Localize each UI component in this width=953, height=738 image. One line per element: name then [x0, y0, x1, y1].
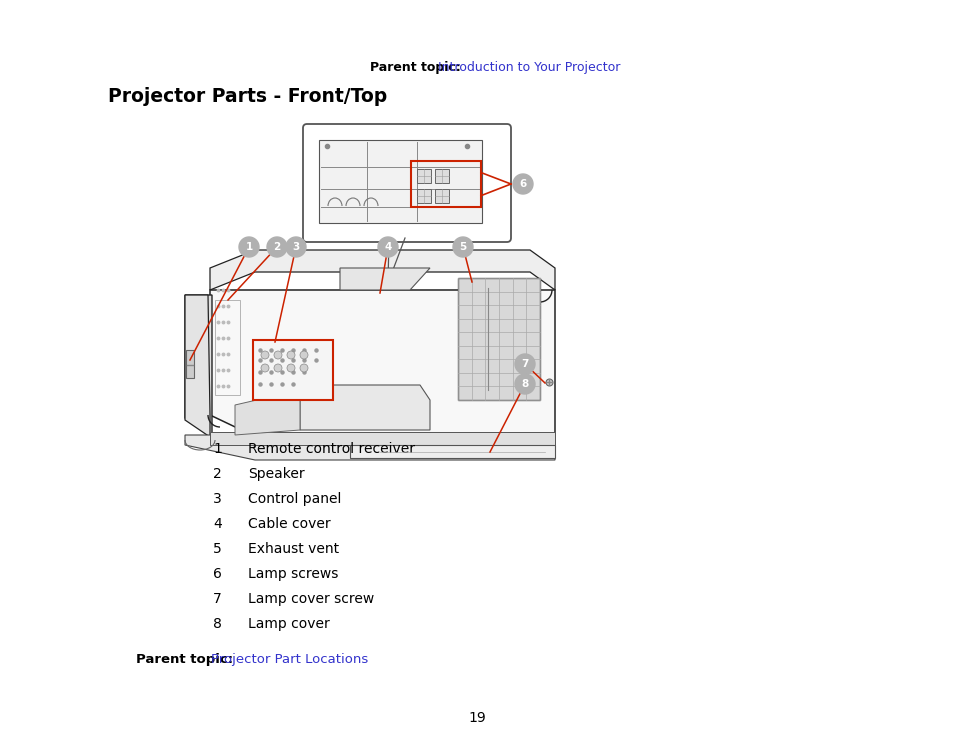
- Polygon shape: [234, 390, 299, 435]
- Text: 3: 3: [292, 242, 299, 252]
- FancyBboxPatch shape: [303, 124, 511, 242]
- Text: Exhaust vent: Exhaust vent: [248, 542, 338, 556]
- Circle shape: [274, 351, 282, 359]
- Text: 1: 1: [245, 242, 253, 252]
- Text: 3: 3: [213, 492, 221, 506]
- Polygon shape: [339, 268, 430, 290]
- Circle shape: [261, 364, 269, 372]
- Text: Control panel: Control panel: [248, 492, 341, 506]
- Polygon shape: [318, 140, 481, 223]
- Text: 5: 5: [213, 542, 221, 556]
- Bar: [416, 189, 431, 203]
- Text: Speaker: Speaker: [248, 467, 304, 481]
- Text: 4: 4: [213, 517, 221, 531]
- Polygon shape: [185, 435, 555, 460]
- Bar: [435, 189, 449, 203]
- Bar: [253, 340, 333, 400]
- Text: Lamp cover screw: Lamp cover screw: [248, 592, 374, 606]
- Bar: [457, 278, 539, 400]
- Text: 5: 5: [459, 242, 466, 252]
- Text: Introduction to Your Projector: Introduction to Your Projector: [437, 61, 619, 74]
- Bar: [214, 300, 240, 395]
- Text: 7: 7: [213, 592, 221, 606]
- Text: Remote control receiver: Remote control receiver: [248, 442, 415, 456]
- Polygon shape: [210, 250, 555, 290]
- Circle shape: [287, 364, 294, 372]
- Circle shape: [287, 351, 294, 359]
- Text: 2: 2: [274, 242, 280, 252]
- Polygon shape: [185, 295, 212, 436]
- Circle shape: [274, 364, 282, 372]
- Text: Parent topic:: Parent topic:: [136, 654, 237, 666]
- Circle shape: [261, 351, 269, 359]
- Bar: [435, 169, 449, 183]
- Polygon shape: [299, 385, 430, 430]
- Polygon shape: [210, 432, 555, 445]
- Bar: [411, 161, 480, 207]
- Circle shape: [453, 237, 473, 257]
- Circle shape: [377, 237, 397, 257]
- Bar: [186, 350, 193, 378]
- Bar: [416, 169, 431, 183]
- Circle shape: [299, 364, 308, 372]
- Text: 1: 1: [213, 442, 222, 456]
- Polygon shape: [210, 290, 555, 435]
- Circle shape: [286, 237, 306, 257]
- Circle shape: [513, 174, 533, 194]
- Text: 4: 4: [384, 242, 392, 252]
- Circle shape: [267, 237, 287, 257]
- Text: 19: 19: [468, 711, 485, 725]
- Text: Lamp cover: Lamp cover: [248, 617, 330, 631]
- Circle shape: [299, 351, 308, 359]
- Circle shape: [515, 354, 535, 374]
- Text: Projector Parts - Front/Top: Projector Parts - Front/Top: [108, 88, 387, 106]
- Text: Lamp screws: Lamp screws: [248, 567, 338, 581]
- Text: Cable cover: Cable cover: [248, 517, 331, 531]
- Text: 6: 6: [518, 179, 526, 189]
- Circle shape: [515, 374, 535, 394]
- Polygon shape: [185, 295, 210, 437]
- Text: 8: 8: [213, 617, 222, 631]
- Text: 2: 2: [213, 467, 221, 481]
- Text: Parent topic:: Parent topic:: [370, 61, 465, 74]
- Circle shape: [239, 237, 258, 257]
- Polygon shape: [350, 445, 555, 458]
- Text: 6: 6: [213, 567, 222, 581]
- Text: 7: 7: [520, 359, 528, 369]
- Text: 8: 8: [521, 379, 528, 389]
- Text: Projector Part Locations: Projector Part Locations: [211, 654, 368, 666]
